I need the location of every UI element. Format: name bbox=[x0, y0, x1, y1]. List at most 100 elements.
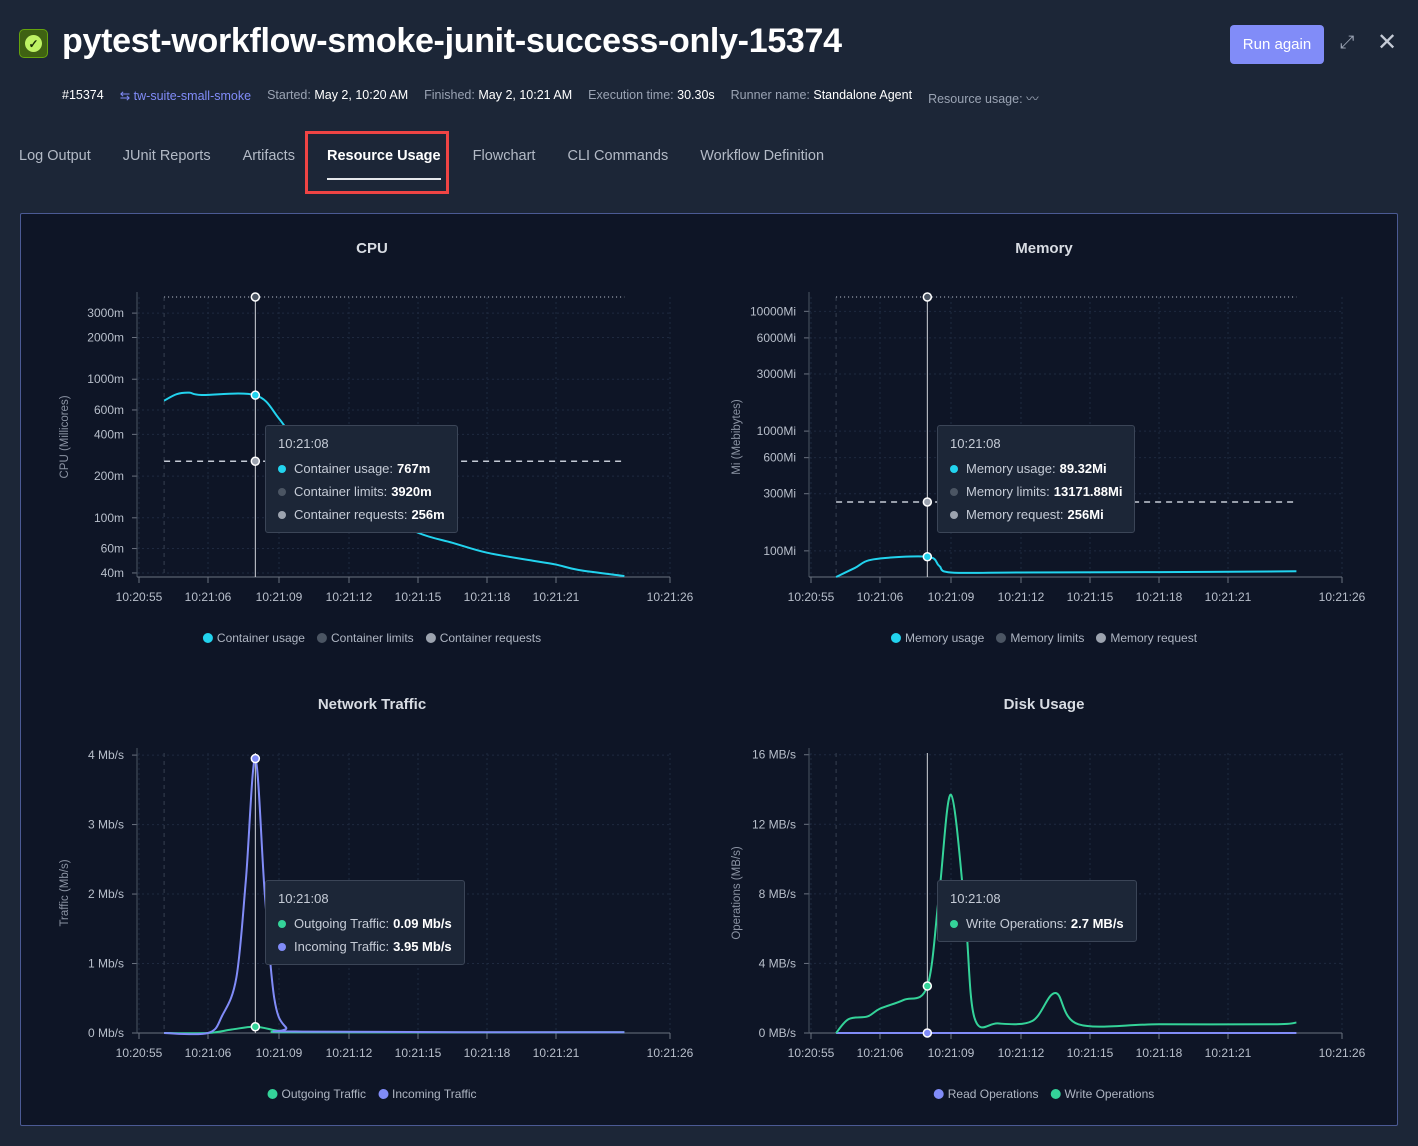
y-tick-label: 3 Mb/s bbox=[88, 818, 124, 832]
legend-dot bbox=[202, 633, 213, 643]
x-tick-label: 10:20:55 bbox=[788, 590, 835, 604]
x-tick-label: 10:21:15 bbox=[395, 1046, 442, 1060]
page-title: pytest-workflow-smoke-junit-success-only… bbox=[62, 22, 842, 60]
x-tick-label: 10:21:26 bbox=[647, 1046, 694, 1060]
chart-disk-usage: Operations (MB/s) 16 MB/s 12 MB/s 8 MB/s 4 M… bbox=[731, 748, 1366, 1060]
execution-time: 30.30s bbox=[677, 88, 715, 102]
y-tick-label: 2000m bbox=[87, 331, 124, 345]
pulse-icon: 〰 bbox=[1026, 92, 1039, 106]
legend-item[interactable]: Memory usage bbox=[890, 631, 984, 645]
x-tick-label: 10:20:55 bbox=[116, 590, 163, 604]
chart-title: CPU bbox=[356, 240, 388, 257]
tooltip-row: Memory usage: 89.32Mi bbox=[950, 461, 1122, 476]
run-again-button[interactable]: Run again bbox=[1230, 25, 1324, 64]
y-tick-label: 400m bbox=[94, 427, 124, 441]
y-tick-label: 100Mi bbox=[763, 544, 796, 558]
hover-point bbox=[250, 753, 261, 764]
chart-tooltip: 10:21:08 Outgoing Traffic: 0.09 Mb/s Incomi… bbox=[265, 880, 465, 965]
close-icon[interactable]: ✕ bbox=[1377, 29, 1398, 56]
tooltip-row: Write Operations: 2.7 MB/s bbox=[950, 916, 1124, 931]
legend-item[interactable]: Outgoing Traffic bbox=[267, 1087, 366, 1101]
expand-icon[interactable]: ⤢ bbox=[1340, 32, 1355, 52]
y-tick-label: 0 MB/s bbox=[759, 1026, 796, 1040]
tab-log-output[interactable]: Log Output bbox=[19, 148, 91, 164]
x-tick-label: 10:21:12 bbox=[998, 590, 1045, 604]
legend-item[interactable]: Read Operations bbox=[933, 1087, 1038, 1101]
tooltip-row: Container usage: 767m bbox=[278, 461, 445, 476]
y-axis-label: Mi (Mebibytes) bbox=[731, 399, 743, 475]
chart-cpu: CPU (Millicores) 3000m 2000m 1000m 600m 400m 2… bbox=[59, 292, 694, 604]
chart-legend: Memory usage Memory limits Memory request bbox=[890, 631, 1197, 645]
x-tick-label: 10:21:06 bbox=[857, 590, 904, 604]
x-tick-label: 10:21:26 bbox=[647, 590, 694, 604]
hover-point bbox=[250, 390, 261, 400]
hover-point bbox=[922, 292, 933, 302]
chart-title: Memory bbox=[1015, 240, 1073, 257]
legend-dot bbox=[1050, 1089, 1061, 1099]
tab-artifacts[interactable]: Artifacts bbox=[242, 148, 295, 164]
chart-tooltip: 10:21:08 Memory usage: 89.32Mi Memory limit… bbox=[937, 425, 1136, 533]
y-tick-label: 300Mi bbox=[763, 487, 796, 501]
legend-item[interactable]: Memory limits bbox=[996, 631, 1084, 645]
series-dot bbox=[278, 487, 286, 496]
y-tick-label: 1000m bbox=[87, 372, 124, 386]
hover-point bbox=[250, 292, 261, 302]
legend-item[interactable]: Container limits bbox=[316, 631, 414, 645]
tab-flowchart[interactable]: Flowchart bbox=[472, 148, 536, 164]
tab-junit-reports[interactable]: JUnit Reports bbox=[122, 148, 211, 164]
y-tick-label: 6000Mi bbox=[757, 331, 796, 345]
y-axis-label: Traffic (Mb/s) bbox=[59, 859, 71, 926]
x-tick-label: 10:21:21 bbox=[1205, 1046, 1252, 1060]
y-tick-label: 200m bbox=[94, 469, 124, 483]
x-tick-label: 10:21:15 bbox=[395, 590, 442, 604]
series-dot bbox=[278, 942, 286, 951]
tooltip-row: Incoming Traffic: 3.95 Mb/s bbox=[278, 939, 452, 954]
tooltip-row: Container requests: 256m bbox=[278, 507, 445, 522]
chart-legend: Read Operations Write Operations bbox=[933, 1087, 1154, 1101]
legend-item[interactable]: Incoming Traffic bbox=[378, 1087, 476, 1101]
chart-title: Network Traffic bbox=[317, 696, 427, 713]
status-success-icon: ✓ bbox=[19, 29, 48, 58]
hover-point bbox=[250, 456, 261, 466]
x-tick-label: 10:21:26 bbox=[1319, 590, 1366, 604]
y-tick-label: 3000Mi bbox=[757, 367, 796, 381]
legend-dot bbox=[425, 633, 436, 643]
x-tick-label: 10:21:06 bbox=[857, 1046, 904, 1060]
hover-point bbox=[922, 497, 933, 507]
tab-cli-commands[interactable]: CLI Commands bbox=[567, 148, 669, 164]
tab-highlight-box bbox=[305, 131, 449, 194]
x-tick-label: 10:21:09 bbox=[928, 590, 975, 604]
series-dot bbox=[950, 464, 958, 473]
chart-tooltip: 10:21:08 Container usage: 767m Container li… bbox=[265, 425, 458, 533]
tab-workflow-definition[interactable]: Workflow Definition bbox=[700, 148, 825, 164]
legend-item[interactable]: Write Operations bbox=[1050, 1087, 1154, 1101]
x-tick-label: 10:21:21 bbox=[1205, 590, 1252, 604]
x-tick-label: 10:21:18 bbox=[464, 1046, 511, 1060]
hover-point bbox=[922, 1028, 933, 1038]
tab-bar: Log Output JUnit Reports Artifacts Resource… bbox=[19, 148, 856, 180]
branch-icon: ⇆ bbox=[119, 89, 134, 103]
legend-dot bbox=[996, 633, 1007, 643]
legend-dot bbox=[316, 633, 327, 643]
legend-item[interactable]: Container usage bbox=[202, 631, 305, 645]
series-line-memory-usage bbox=[835, 555, 1297, 578]
legend-item[interactable]: Memory request bbox=[1096, 631, 1197, 645]
chart-legend: Container usage Container limits Container… bbox=[202, 631, 541, 645]
x-tick-label: 10:21:09 bbox=[256, 1046, 303, 1060]
y-tick-label: 40m bbox=[101, 566, 124, 580]
run-number: #15374 bbox=[62, 88, 104, 102]
tab-resource-usage[interactable]: Resource Usage bbox=[326, 148, 441, 180]
tooltip-row: Outgoing Traffic: 0.09 Mb/s bbox=[278, 916, 452, 931]
x-tick-label: 10:21:15 bbox=[1067, 590, 1114, 604]
x-tick-label: 10:21:15 bbox=[1067, 1046, 1114, 1060]
tooltip-time: 10:21:08 bbox=[950, 436, 1001, 451]
x-tick-label: 10:21:06 bbox=[185, 590, 232, 604]
y-axis-label: CPU (Millicores) bbox=[59, 395, 71, 478]
x-tick-label: 10:21:18 bbox=[1136, 590, 1183, 604]
legend-item[interactable]: Container requests bbox=[425, 631, 541, 645]
tooltip-time: 10:21:08 bbox=[950, 891, 1001, 906]
y-tick-label: 600Mi bbox=[763, 451, 796, 465]
series-line-incoming-traffic bbox=[164, 757, 625, 1036]
workflow-link[interactable]: ⇆ tw-suite-small-smoke bbox=[119, 89, 252, 103]
hover-point bbox=[922, 981, 933, 991]
